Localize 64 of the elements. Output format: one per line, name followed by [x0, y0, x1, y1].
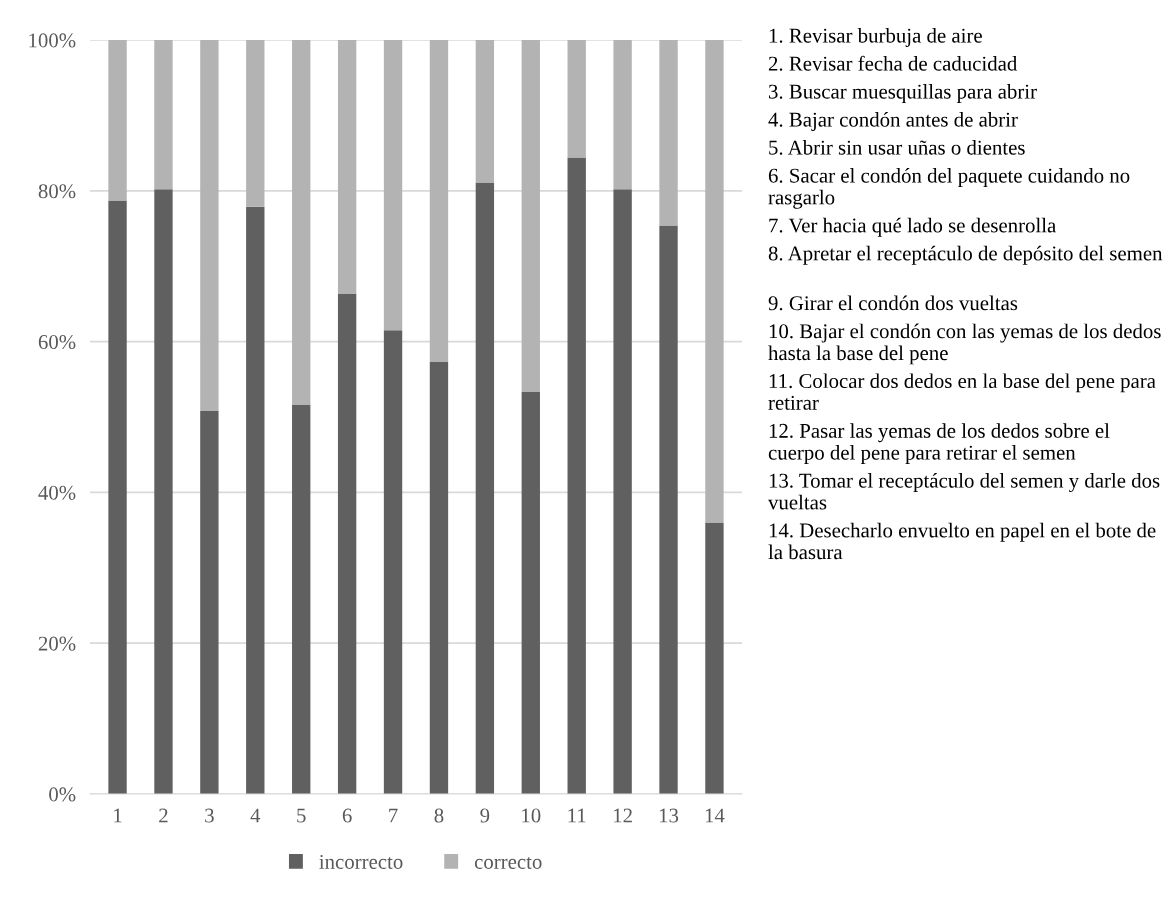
text: 2. Revisar fecha de caducidad [768, 55, 1018, 71]
bar [246, 206, 265, 794]
x-tick-label: 4 [250, 808, 261, 823]
y-tick-label: 40% [38, 485, 76, 500]
y-tick-label: 80% [38, 184, 76, 199]
text: 10. Bajar el condón con las yemas de los dedos hasta la base del pene [768, 323, 1161, 365]
bar [383, 40, 403, 331]
bar [383, 330, 403, 794]
bar [521, 392, 540, 794]
bar [246, 40, 265, 207]
bar [475, 182, 495, 794]
x-tick-label: 3 [205, 808, 214, 823]
bar [567, 157, 586, 794]
x-tick-label: 10 [522, 808, 541, 823]
text: 9. Girar el condón dos vueltas [768, 295, 1018, 311]
y-tick-label: 60% [38, 334, 76, 350]
bar [659, 40, 678, 226]
bar [567, 40, 586, 158]
text: 8. Apretar el receptáculo de depósito del semen [768, 245, 1163, 265]
bar [613, 189, 632, 794]
bar [200, 40, 219, 411]
x-tick-label: 6 [342, 808, 352, 823]
bar [705, 40, 724, 523]
x-tick-label: 13 [659, 808, 679, 823]
x-tick-label: 1 [114, 808, 122, 823]
legend-label: correcto [474, 856, 542, 869]
bar [475, 40, 495, 183]
text: 12. Pasar las yemas de los dedos sobre el cuerpo del pene para retirar el semen [768, 423, 1110, 464]
bar [154, 40, 173, 190]
text: 4. Bajar condón antes de abrir [768, 112, 1018, 131]
bar [108, 40, 127, 201]
bar [200, 410, 219, 794]
bar [292, 40, 311, 405]
text: 13. Tomar el receptáculo del semen y darle dos vueltas [768, 473, 1160, 510]
text: 11. Colocar dos dedos en la base del pene para retirar [768, 373, 1156, 410]
x-tick-label: 14 [705, 808, 725, 823]
bar [613, 40, 632, 190]
x-tick-label: 2 [159, 808, 168, 823]
x-tick-label: 5 [297, 808, 306, 823]
text: 1. Revisar burbuja de aire [769, 28, 982, 47]
bar [154, 189, 173, 794]
legend-label: incorrecto [319, 854, 403, 869]
y-tick-label: 20% [38, 636, 76, 651]
bar [108, 200, 127, 794]
text: 5. Abrir sin usar uñas o dientes [769, 140, 1025, 155]
text: 7. Ver hacia qué lado se desenrolla [769, 217, 1056, 237]
x-tick-label: 7 [389, 808, 398, 823]
bar [659, 225, 678, 794]
y-tick-label: 100% [29, 33, 76, 48]
bar [521, 40, 540, 393]
bar [337, 40, 357, 295]
y-tick-label: 0% [49, 787, 76, 802]
bar [337, 294, 357, 794]
x-tick-label: 8 [434, 808, 444, 823]
bar [429, 361, 449, 794]
x-tick-label: 11 [568, 808, 586, 823]
bar [705, 522, 724, 794]
text: 3. Buscar muesquillas para abrir [769, 84, 1037, 103]
x-tick-label: 12 [614, 808, 632, 823]
bar [292, 404, 311, 794]
bar [429, 40, 449, 362]
text: 14. Desecharlo envuelto en papel en el bote de la basura [768, 522, 1156, 560]
x-tick-label: 9 [480, 808, 490, 823]
text: 6. Sacar el condón del paquete cuidando no rasgarlo [768, 168, 1130, 209]
